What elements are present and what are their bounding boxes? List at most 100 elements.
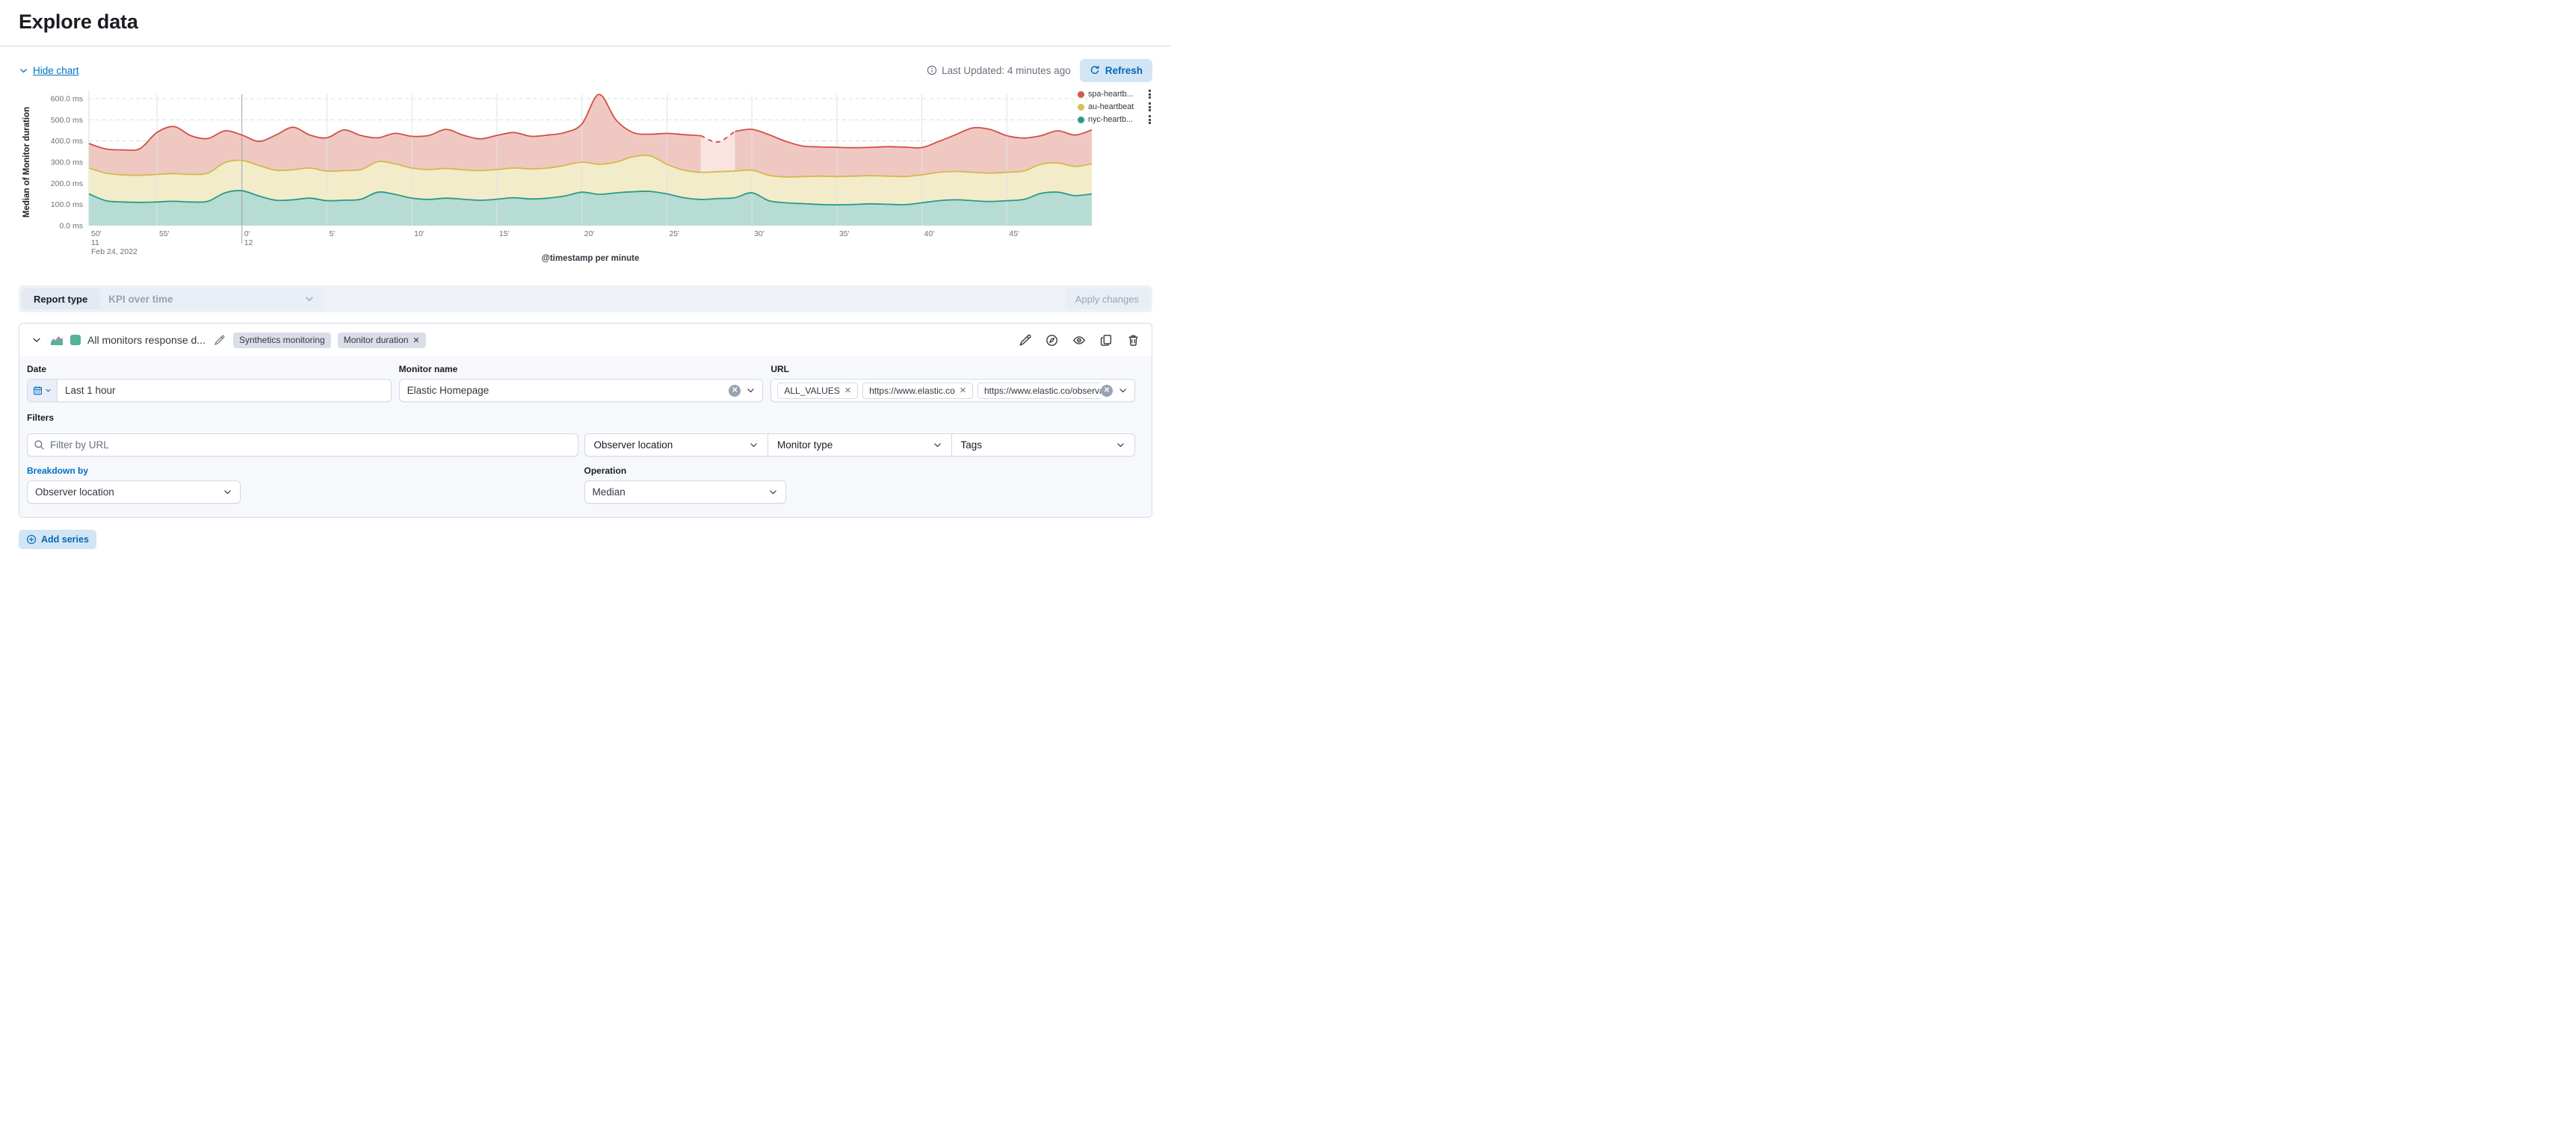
svg-text:25': 25' — [669, 229, 679, 238]
badge-synthetics-monitoring: Synthetics monitoring — [232, 332, 331, 348]
operation-value: Median — [592, 486, 626, 498]
svg-text:@timestamp per minute: @timestamp per minute — [542, 254, 640, 263]
svg-text:50': 50' — [91, 229, 102, 238]
svg-text:300.0 ms: 300.0 ms — [51, 158, 83, 167]
series-color-swatch[interactable] — [70, 335, 81, 345]
filter-by-url-placeholder: Filter by URL — [50, 439, 109, 451]
clear-selection-icon[interactable]: ✕ — [729, 384, 741, 397]
monitor-name-label: Monitor name — [398, 364, 458, 374]
breakdown-by-select[interactable]: Observer location — [27, 480, 241, 504]
edit-series-pencil-icon[interactable] — [1017, 332, 1033, 348]
legend-dot — [1078, 116, 1084, 123]
tags-filter[interactable]: Tags — [951, 434, 1135, 456]
url-token[interactable]: https://www.elastic.co ✕ — [862, 382, 973, 399]
chevron-down-icon — [933, 443, 941, 448]
svg-text:12: 12 — [244, 238, 253, 247]
legend-item-spa-heartbeat[interactable]: spa-heartb... — [1078, 90, 1152, 99]
operation-select[interactable]: Median — [584, 480, 786, 504]
date-range-value: Last 1 hour — [65, 385, 116, 396]
explore-compass-icon[interactable] — [1044, 332, 1060, 348]
url-token[interactable]: https://www.elastic.co/observability✕ — [977, 382, 1102, 399]
svg-text:500.0 ms: 500.0 ms — [51, 116, 83, 125]
chevron-down-icon — [46, 389, 51, 392]
collapse-series-chevron-icon[interactable] — [30, 333, 43, 347]
date-range-input[interactable]: Last 1 hour — [27, 379, 392, 402]
apply-changes-button[interactable]: Apply changes — [1064, 288, 1149, 309]
kpi-chart-area: 0.0 ms 100.0 ms 200.0 ms 300.0 ms 400.0 ms 50… — [19, 85, 1152, 273]
refresh-label: Refresh — [1105, 64, 1143, 76]
last-updated-status: Last Updated: 4 minutes ago — [927, 65, 1071, 76]
badge-label: Synthetics monitoring — [238, 335, 325, 345]
monitor-name-combobox[interactable]: Elastic Homepage ✕ — [398, 379, 764, 402]
chevron-down-icon — [769, 490, 776, 495]
monitor-name-field-group: Monitor name Elastic Homepage ✕ — [398, 364, 764, 402]
refresh-icon — [1090, 65, 1100, 75]
legend-label: nyc-heartb... — [1088, 115, 1134, 124]
date-picker-button[interactable] — [28, 380, 58, 401]
observer-location-filter[interactable]: Observer location — [585, 434, 768, 456]
url-label: URL — [770, 364, 790, 374]
svg-text:30': 30' — [754, 229, 765, 238]
report-type-select[interactable]: KPI over time — [99, 288, 324, 309]
report-type-value: KPI over time — [108, 293, 173, 305]
token-label: https://www.elastic.co — [869, 385, 955, 396]
date-label: Date — [27, 364, 47, 374]
search-icon — [34, 439, 45, 451]
legend-label: spa-heartb... — [1088, 90, 1134, 99]
duplicate-copy-icon[interactable] — [1099, 332, 1114, 348]
legend-item-nyc-heartbeat[interactable]: nyc-heartb... — [1078, 115, 1152, 124]
legend-dot — [1078, 90, 1084, 98]
add-series-button[interactable]: Add series — [19, 530, 96, 549]
date-field-group: Date Last 1 hour — [27, 364, 392, 402]
remove-badge-icon[interactable]: ✕ — [413, 335, 420, 345]
svg-text:20': 20' — [584, 229, 595, 238]
svg-text:0.0 ms: 0.0 ms — [59, 222, 83, 231]
chevron-down-icon — [1117, 443, 1124, 448]
last-updated-label: Last Updated: 4 minutes ago — [942, 64, 1071, 76]
chart-legend: spa-heartb... au-heartbeat nyc-heartb... — [1078, 90, 1152, 124]
legend-options-icon[interactable] — [1147, 89, 1152, 99]
kpi-area-chart: 0.0 ms 100.0 ms 200.0 ms 300.0 ms 400.0 ms 50… — [22, 91, 1093, 263]
view-eye-icon[interactable] — [1071, 332, 1087, 348]
svg-text:600.0 ms: 600.0 ms — [51, 95, 83, 104]
svg-text:15': 15' — [499, 229, 510, 238]
monitor-type-filter[interactable]: Monitor type — [767, 434, 951, 456]
series-header-row: All monitors response d... Synthetics mo… — [19, 324, 1152, 356]
monitor-name-value: Elastic Homepage — [407, 385, 489, 396]
breakdown-by-label[interactable]: Breakdown by — [27, 465, 89, 476]
filter-by-url-input[interactable]: Filter by URL — [27, 433, 578, 457]
legend-options-icon[interactable] — [1147, 114, 1152, 125]
svg-text:0': 0' — [244, 229, 250, 238]
area-chart-icon — [50, 335, 64, 346]
url-combobox[interactable]: ALL_VALUES ✕ https://www.elastic.co ✕ http… — [770, 379, 1136, 402]
chevron-down-icon[interactable] — [746, 386, 756, 395]
right-controls: Last Updated: 4 minutes ago Refresh — [927, 58, 1152, 82]
svg-text:Feb 24, 2022: Feb 24, 2022 — [91, 247, 138, 256]
delete-trash-icon[interactable] — [1125, 332, 1141, 348]
legend-label: au-heartbeat — [1088, 102, 1134, 111]
page-title: Explore data — [19, 10, 138, 33]
chevron-down-icon — [19, 66, 28, 75]
refresh-button[interactable]: Refresh — [1079, 58, 1152, 82]
remove-token-icon[interactable]: ✕ — [959, 386, 966, 395]
remove-token-icon[interactable]: ✕ — [844, 386, 852, 395]
clear-selection-icon[interactable]: ✕ — [1101, 384, 1114, 397]
svg-text:55': 55' — [159, 229, 170, 238]
report-type-label: Report type — [22, 288, 100, 309]
url-token[interactable]: ALL_VALUES ✕ — [777, 382, 859, 399]
svg-text:45': 45' — [1009, 229, 1019, 238]
breakdown-section: Breakdown by Observer location — [27, 465, 578, 504]
filter-label: Tags — [960, 439, 983, 451]
legend-item-au-heartbeat[interactable]: au-heartbeat — [1078, 102, 1152, 111]
series-actions — [1017, 332, 1141, 348]
legend-options-icon[interactable] — [1147, 102, 1152, 112]
breakdown-value: Observer location — [35, 486, 114, 498]
hide-chart-link[interactable]: Hide chart — [19, 65, 79, 76]
chevron-down-icon — [750, 443, 757, 448]
token-label: ALL_VALUES — [784, 385, 840, 396]
edit-title-pencil-icon[interactable] — [212, 333, 226, 347]
chevron-down-icon[interactable] — [1118, 386, 1128, 395]
svg-text:200.0 ms: 200.0 ms — [51, 179, 83, 188]
hide-chart-label: Hide chart — [33, 64, 79, 76]
svg-text:5': 5' — [329, 229, 335, 238]
